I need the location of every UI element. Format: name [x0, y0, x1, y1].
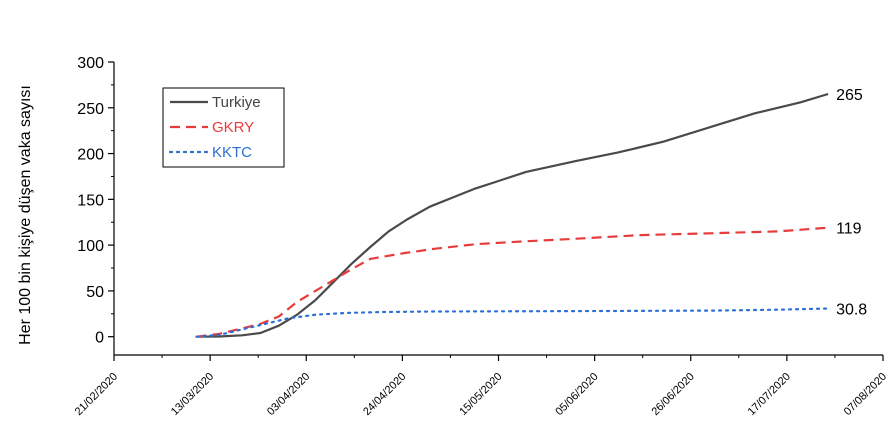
x-tick-label: 03/04/2020	[265, 371, 312, 418]
series-line-gkry	[196, 226, 829, 338]
legend: Turkiye GKRY KKTC	[162, 87, 285, 168]
y-tick-label: 150	[77, 192, 104, 209]
series-layer	[195, 92, 830, 338]
x-tick-label: 07/08/2020	[842, 371, 889, 418]
x-tick-label: 24/04/2020	[361, 371, 408, 418]
x-tick-label: 26/06/2020	[649, 371, 696, 418]
y-tick-label: 50	[86, 284, 104, 301]
legend-label-kktc: KKTC	[212, 144, 252, 161]
end-label-gkry: 119	[836, 221, 862, 238]
x-tick-label: 13/03/2020	[169, 371, 216, 418]
end-labels: 265 119 30.8	[836, 87, 867, 318]
y-tick-label: 200	[77, 147, 104, 164]
x-tick-label: 21/02/2020	[73, 371, 120, 418]
end-label-turkiye: 265	[836, 87, 863, 104]
legend-label-gkry: GKRY	[212, 119, 254, 136]
series-line-turkiye	[196, 92, 829, 338]
y-tick-label: 250	[77, 101, 104, 118]
y-tick-label: 0	[95, 330, 104, 347]
y-tick-label: 100	[77, 238, 104, 255]
y-tick-label: 300	[77, 55, 104, 72]
legend-label-turkiye: Turkiye	[212, 94, 261, 111]
series-line-kktc	[195, 307, 830, 338]
x-tick-label: 15/05/2020	[457, 371, 504, 418]
end-label-kktc: 30.8	[836, 301, 867, 318]
y-axis-label: Her 100 bin kişiye düşen vaka sayısı	[17, 85, 34, 345]
x-tick-label: 17/07/2020	[746, 371, 793, 418]
x-tick-label: 05/06/2020	[553, 371, 600, 418]
